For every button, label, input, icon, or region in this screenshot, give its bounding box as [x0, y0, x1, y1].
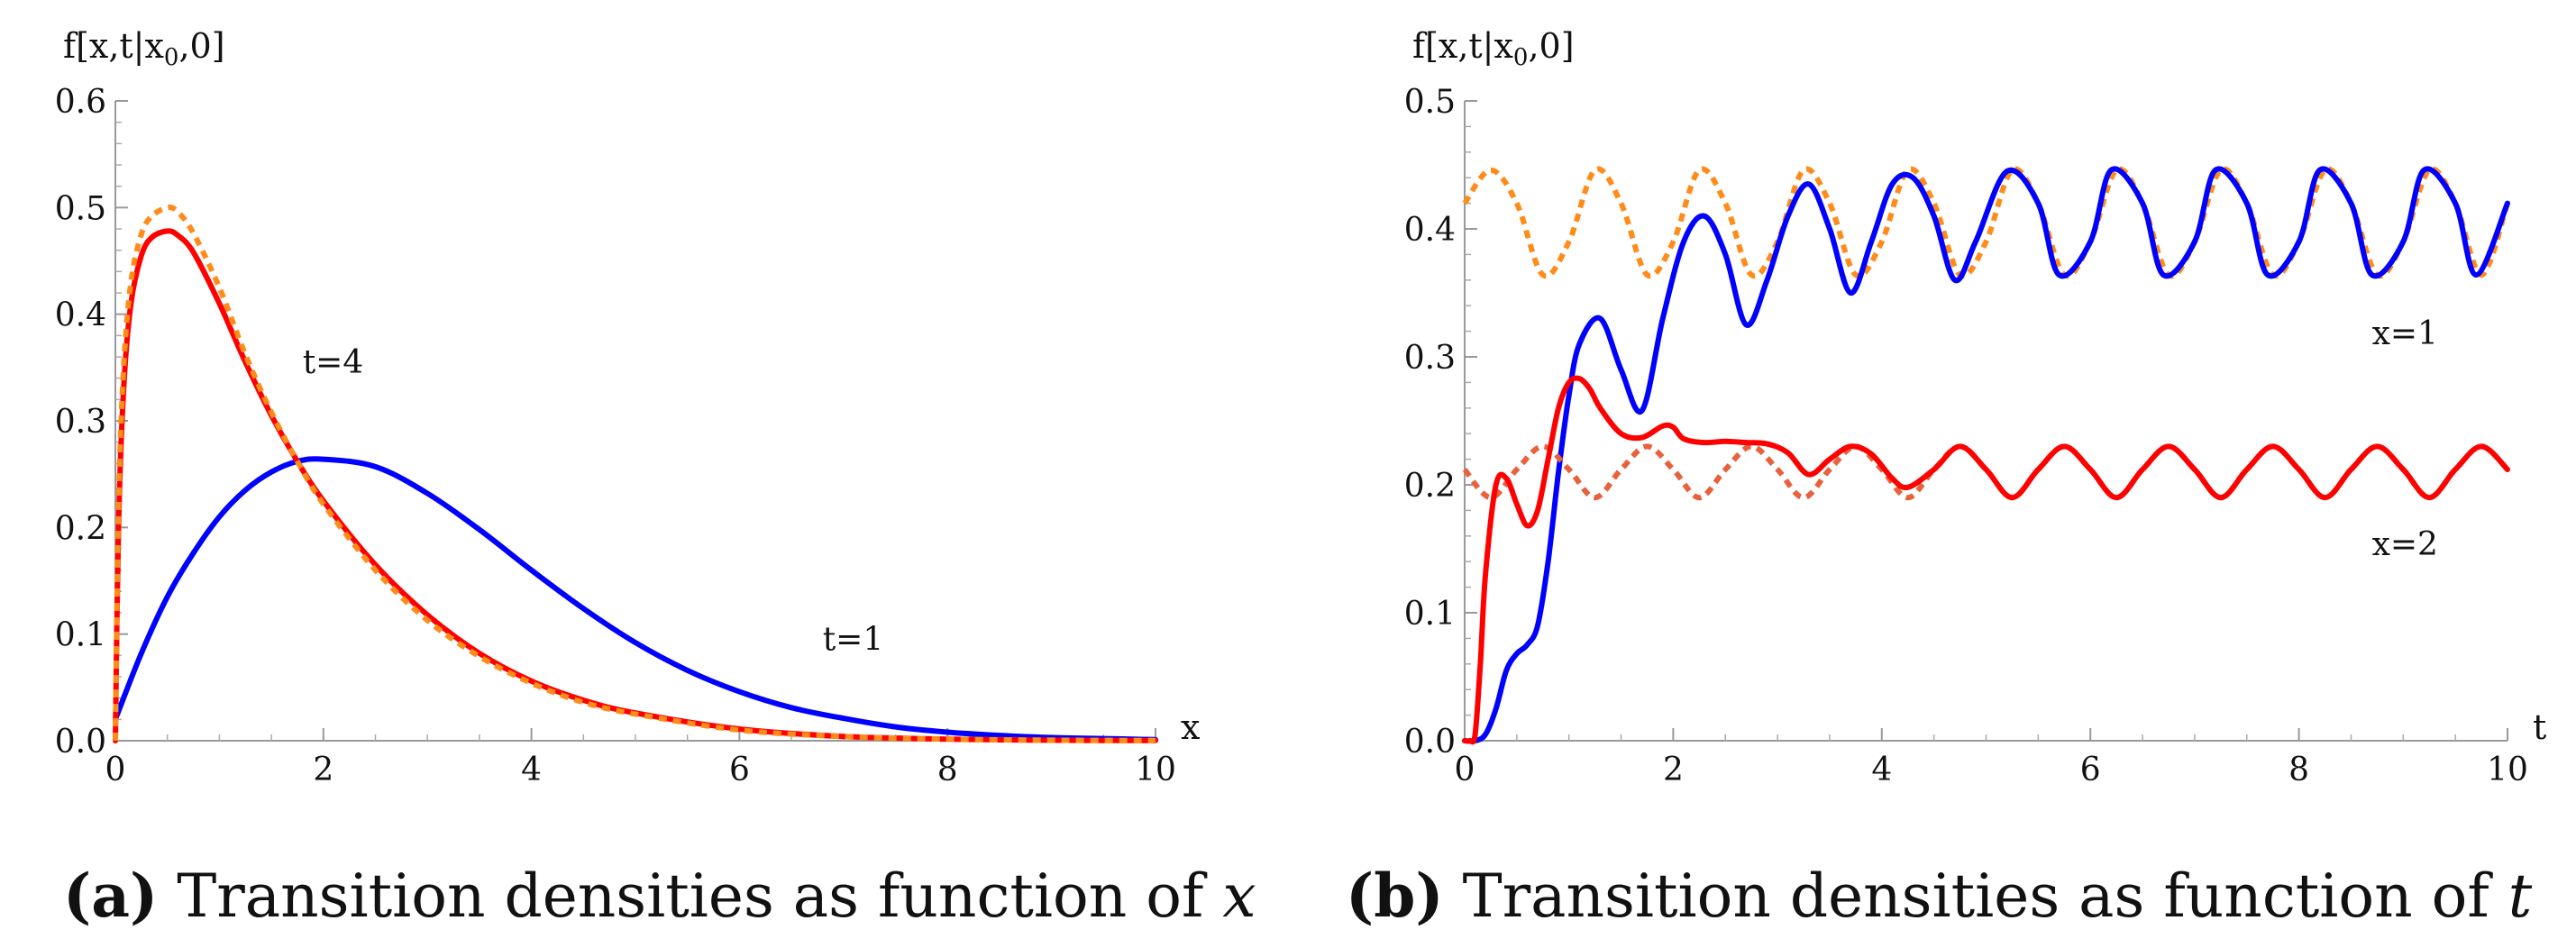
b-y-tick-label: 0.0: [1404, 724, 1456, 761]
b-annotation-0: x=1: [2372, 315, 2438, 352]
a-x-tick-label: 2: [313, 752, 333, 788]
b-y-axis-title: f[x,t|x0,0]: [1412, 26, 1575, 71]
caption-a: (a) Transition densities as function of …: [63, 861, 1256, 931]
b-x-tick-label: 6: [2080, 752, 2101, 788]
caption-b-label: (b): [1346, 861, 1444, 931]
b-series-line-1: [1462, 166, 2510, 744]
a-annotation-1: t=1: [823, 621, 884, 658]
b-x-axis-title: t: [2533, 707, 2546, 747]
b-y-tick-label: 0.3: [1404, 340, 1456, 377]
a-series-line-0: [113, 456, 1158, 743]
a-series-line-1: [113, 228, 1158, 743]
b-x-tick-label: 10: [2487, 752, 2528, 788]
b-series-line-3: [1462, 375, 2510, 745]
a-y-tick-label: 0.6: [55, 84, 106, 121]
caption-b-var: t: [2507, 861, 2533, 931]
a-y-tick-label: 0.3: [55, 404, 106, 441]
caption-a-label: (a): [63, 861, 159, 931]
b-x-tick-label: 4: [1871, 752, 1892, 788]
b-y-tick-label: 0.2: [1404, 468, 1456, 505]
a-y-tick-label: 0.4: [55, 297, 106, 334]
b-y-tick-label: 0.4: [1404, 212, 1456, 249]
a-x-tick-label: 0: [105, 752, 126, 788]
a-x-axis-title: x: [1181, 707, 1200, 747]
b-annotation-1: x=2: [2372, 526, 2438, 563]
a-y-tick-label: 0.1: [55, 617, 106, 654]
caption-b: (b) Transition densities as function of …: [1346, 861, 2532, 931]
a-x-tick-label: 6: [729, 752, 750, 788]
b-x-tick-label: 8: [2288, 752, 2309, 788]
a-y-tick-label: 0.5: [55, 190, 106, 227]
a-y-tick-label: 0.2: [55, 510, 106, 547]
b-x-tick-label: 0: [1455, 752, 1475, 788]
b-y-tick-label: 0.5: [1404, 84, 1456, 121]
b-x-tick-label: 2: [1663, 752, 1684, 788]
caption-a-text: Transition densities as function of: [158, 861, 1223, 931]
a-series-line-2: [113, 205, 1156, 743]
caption-b-text: Transition densities as function of: [1443, 861, 2508, 931]
a-annotation-0: t=4: [303, 344, 364, 381]
a-y-tick-label: 0.0: [55, 724, 106, 761]
a-x-tick-label: 4: [521, 752, 542, 788]
a-y-axis-title: f[x,t|x0,0]: [63, 26, 225, 71]
a-x-tick-label: 10: [1135, 752, 1176, 788]
a-x-tick-label: 8: [937, 752, 958, 788]
caption-a-var: x: [1222, 861, 1256, 931]
b-y-tick-label: 0.1: [1404, 596, 1456, 633]
